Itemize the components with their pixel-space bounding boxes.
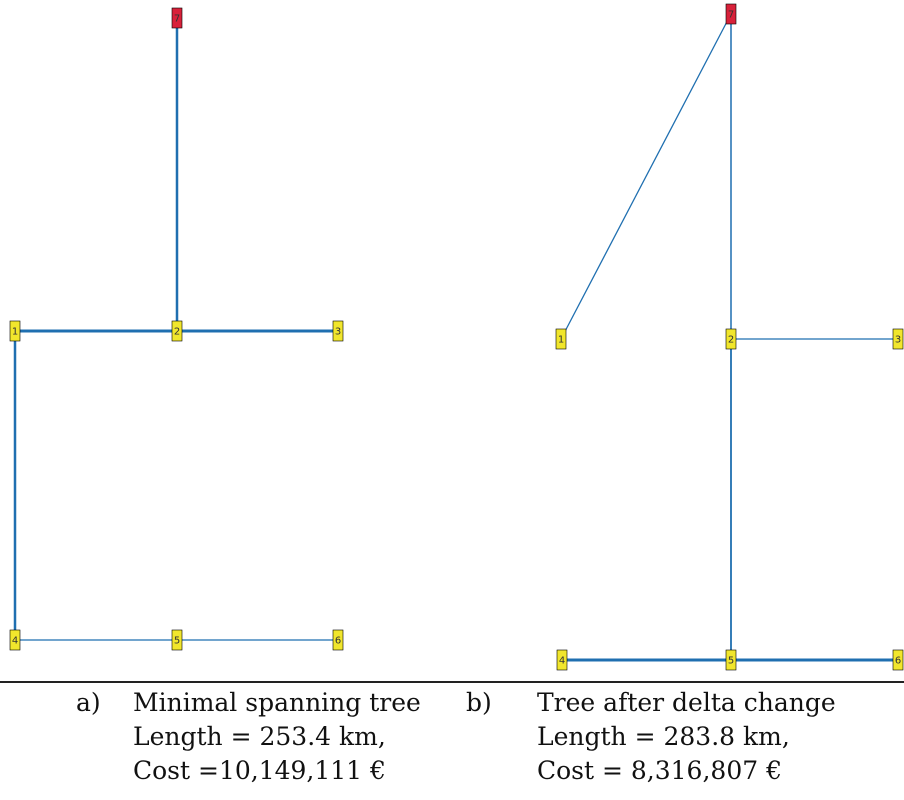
panel-a-node-5-label: 5	[174, 636, 180, 647]
panel-a-node-6-label: 6	[335, 636, 341, 647]
panel-b-node-7-label: 7	[728, 10, 734, 21]
panel-b-node-1-box	[555, 328, 567, 350]
panel-a-node-2-label: 2	[174, 327, 180, 338]
panel-a-node-3-label: 3	[335, 327, 341, 338]
panel-b-node-6: 6	[892, 649, 904, 671]
panel-a-node-1-box	[9, 320, 21, 342]
caption-a-letter: a)	[76, 688, 101, 717]
panel-b-node-5: 5	[725, 649, 737, 671]
panel-b-edge-7-1	[560, 13, 732, 340]
panel-b-node-3: 3	[892, 328, 904, 350]
panel-b-node-6-label: 6	[895, 656, 901, 667]
tree-diagrams: 7 1 2 3 4 5 6 7 1 2 3 4 5 6	[9, 3, 904, 671]
panel-b-node-4-label: 4	[559, 656, 565, 667]
panel-b-edges	[560, 13, 898, 662]
panel-b-node-5-label: 5	[728, 656, 734, 667]
panel-b-node-7-box	[725, 3, 737, 25]
caption-b-title: Tree after delta change	[537, 688, 836, 717]
panel-a-node-2: 2	[171, 320, 183, 342]
panel-a-node-1: 1	[9, 320, 21, 342]
caption-divider	[0, 681, 904, 683]
panel-a-node-4-label: 4	[12, 636, 18, 647]
panel-a-node-5: 5	[171, 629, 183, 651]
panel-a-node-4-box	[9, 629, 21, 651]
panel-a-nodes: 7 1 2 3 4 5 6	[9, 7, 344, 651]
panel-a-node-2-box	[171, 320, 183, 342]
panel-a-node-7-box	[171, 7, 183, 29]
panel-a-node-7: 7	[171, 7, 183, 29]
panel-b-node-3-box	[892, 328, 904, 350]
panel-a-node-4: 4	[9, 629, 21, 651]
panel-b-node-2: 2	[725, 328, 737, 350]
panel-b-node-2-label: 2	[728, 335, 734, 346]
panel-a-node-1-label: 1	[12, 327, 18, 338]
caption-b-length: Length = 283.8 km,	[537, 722, 790, 751]
panel-b-node-2-box	[725, 328, 737, 350]
panel-a-node-7-label: 7	[174, 14, 180, 25]
panel-b-node-4-box	[556, 649, 568, 671]
panel-a-node-6: 6	[332, 629, 344, 651]
panel-a-edges	[13, 18, 338, 641]
caption-a-title: Minimal spanning tree	[133, 688, 421, 717]
panel-a-node-6-box	[332, 629, 344, 651]
panel-a-node-3: 3	[332, 320, 344, 342]
panel-b-node-6-box	[892, 649, 904, 671]
panel-b-node-5-box	[725, 649, 737, 671]
caption-a-length: Length = 253.4 km,	[133, 722, 386, 751]
panel-b-node-1-label: 1	[558, 335, 564, 346]
caption-b-letter: b)	[466, 688, 492, 717]
panel-a-node-3-box	[332, 320, 344, 342]
panel-a-node-5-box	[171, 629, 183, 651]
panel-b-node-3-label: 3	[895, 335, 901, 346]
caption-b-cost: Cost = 8,316,807 €	[537, 756, 782, 785]
panel-b-node-4: 4	[556, 649, 568, 671]
panel-b-node-1: 1	[555, 328, 567, 350]
panel-b-node-7: 7	[725, 3, 737, 25]
panel-b-nodes: 7 1 2 3 4 5 6	[555, 3, 904, 671]
caption-a-cost: Cost =10,149,111 €	[133, 756, 386, 785]
